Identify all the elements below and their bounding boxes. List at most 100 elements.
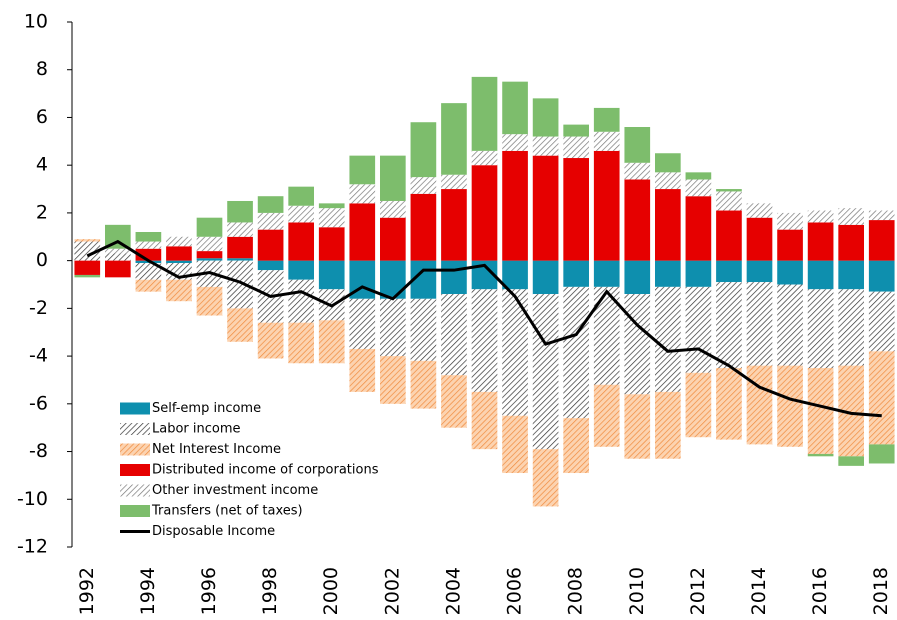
bar bbox=[196, 286, 223, 316]
x-tick-label: 2002 bbox=[381, 567, 403, 615]
bar bbox=[380, 200, 406, 218]
bar bbox=[807, 210, 834, 223]
bar bbox=[196, 251, 223, 259]
bar bbox=[318, 320, 345, 364]
bar bbox=[624, 162, 651, 180]
bar bbox=[288, 186, 314, 206]
bar bbox=[227, 222, 253, 237]
x-tick-label: 1996 bbox=[198, 567, 220, 615]
bar bbox=[166, 246, 192, 261]
bar bbox=[685, 260, 712, 287]
y-tick-label: -8 bbox=[29, 440, 48, 462]
bar bbox=[441, 174, 467, 190]
bar bbox=[227, 308, 253, 342]
bar bbox=[868, 291, 895, 352]
bar bbox=[838, 224, 864, 261]
bar bbox=[380, 356, 406, 404]
bar bbox=[746, 282, 773, 366]
legend-label: Other investment income bbox=[152, 483, 318, 498]
bar bbox=[563, 124, 589, 137]
bar bbox=[777, 229, 803, 261]
bar bbox=[471, 76, 498, 151]
bar bbox=[471, 150, 498, 166]
bar bbox=[166, 260, 192, 264]
bar bbox=[655, 153, 681, 173]
bar bbox=[685, 179, 712, 197]
bar bbox=[624, 394, 651, 459]
bar bbox=[135, 263, 162, 280]
legend-label: Net Interest Income bbox=[152, 442, 281, 457]
bar bbox=[593, 107, 620, 132]
bar bbox=[746, 365, 773, 445]
bar bbox=[655, 391, 681, 459]
bar bbox=[777, 284, 803, 366]
bar bbox=[318, 203, 345, 209]
bar bbox=[655, 286, 681, 392]
bar bbox=[532, 155, 559, 261]
y-tick-label: 10 bbox=[24, 11, 48, 33]
bar bbox=[716, 282, 742, 369]
y-tick-label: -10 bbox=[17, 488, 48, 510]
bar bbox=[502, 415, 528, 474]
bar bbox=[563, 418, 589, 474]
bar bbox=[227, 200, 253, 223]
bar bbox=[502, 150, 528, 261]
legend-swatch bbox=[120, 402, 150, 415]
bar bbox=[746, 203, 773, 218]
bar bbox=[868, 260, 895, 292]
bar bbox=[410, 360, 437, 409]
bar bbox=[105, 224, 131, 249]
x-tick-label: 2014 bbox=[748, 567, 770, 615]
legend-swatch bbox=[120, 484, 150, 497]
bar bbox=[380, 217, 406, 261]
y-tick-label: -4 bbox=[29, 345, 48, 367]
bar bbox=[593, 131, 620, 151]
bar bbox=[593, 260, 620, 287]
bar bbox=[380, 298, 406, 357]
bar bbox=[716, 191, 742, 211]
bar bbox=[349, 155, 376, 185]
x-tick-label: 2004 bbox=[442, 567, 464, 615]
bar bbox=[838, 289, 864, 366]
bar bbox=[441, 260, 467, 295]
bar bbox=[716, 210, 742, 261]
y-tick-label: 6 bbox=[36, 106, 48, 128]
bar bbox=[410, 298, 437, 361]
bar bbox=[74, 241, 101, 261]
y-tick-label: 8 bbox=[36, 58, 48, 80]
bar bbox=[441, 189, 467, 261]
bar bbox=[502, 134, 528, 151]
bar bbox=[105, 253, 131, 261]
x-tick-label: 1998 bbox=[259, 567, 281, 615]
bar bbox=[685, 286, 712, 373]
bar bbox=[380, 155, 406, 201]
x-tick-label: 2016 bbox=[809, 567, 831, 615]
bar bbox=[410, 193, 437, 261]
bar bbox=[563, 158, 589, 261]
bar bbox=[807, 453, 834, 457]
bar bbox=[868, 220, 895, 261]
bar bbox=[105, 260, 131, 278]
x-tick-label: 2010 bbox=[626, 567, 648, 615]
bar bbox=[441, 103, 467, 175]
bar bbox=[807, 222, 834, 261]
bar bbox=[624, 179, 651, 261]
legend-swatch bbox=[120, 505, 150, 517]
bar bbox=[227, 260, 253, 309]
bar bbox=[318, 227, 345, 261]
bar bbox=[288, 322, 314, 364]
bar bbox=[349, 203, 376, 261]
x-tick-label: 2018 bbox=[870, 567, 892, 615]
bar bbox=[105, 248, 131, 254]
bar bbox=[349, 348, 376, 392]
bar bbox=[563, 260, 589, 287]
x-tick-label: 2008 bbox=[565, 567, 587, 615]
legend-label: Distributed income of corporations bbox=[152, 463, 379, 478]
bar bbox=[593, 150, 620, 261]
y-tick-label: -2 bbox=[29, 297, 48, 319]
bar bbox=[746, 217, 773, 261]
x-tick-label: 2012 bbox=[687, 567, 709, 615]
y-tick-label: 4 bbox=[36, 154, 48, 176]
bar bbox=[227, 236, 253, 259]
bar bbox=[593, 384, 620, 447]
